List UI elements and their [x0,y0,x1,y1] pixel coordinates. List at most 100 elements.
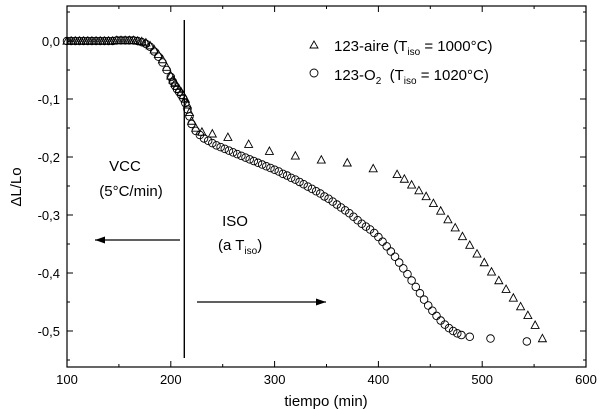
legend-marker-triangle [309,40,319,49]
data-point-aire [537,333,548,343]
data-point-aire [464,240,475,249]
y-tick-label: -0,4 [38,266,60,281]
legend-o2-main: 123-O [334,67,376,84]
data-point-aire [530,320,540,329]
data-point-o2 [100,36,109,46]
data-point-o2 [282,171,292,180]
data-point-aire [316,154,327,164]
data-point-aire [207,128,218,138]
data-point-o2 [203,136,213,146]
data-point-o2 [274,167,284,176]
data-point-o2 [386,247,396,256]
data-point-o2 [390,252,400,262]
data-point-o2 [249,156,259,166]
data-point-o2 [295,177,304,187]
axis-ticks [66,6,587,367]
x-tick-label: 400 [368,372,390,387]
data-point-o2 [104,36,113,46]
data-point-o2 [179,94,188,103]
data-point-o2 [257,160,267,169]
data-point-o2 [137,37,146,47]
series-123-o2 [62,36,532,346]
legend-aire-rest: = 1000°C) [420,38,492,55]
data-point-o2 [220,144,230,154]
data-point-o2 [303,182,313,191]
x-tick-label: 600 [575,372,597,387]
annotation-iso-temp: (a Tiso) [218,237,262,257]
y-tick-labels: 0,0 -0,1 -0,2 -0,3 -0,4 -0,5 [38,34,60,339]
data-point-aire [428,198,439,208]
data-point-o2 [286,173,296,183]
data-point-o2 [108,36,117,46]
data-point-o2 [262,162,271,171]
data-point-aire [414,185,424,195]
data-point-o2 [87,36,97,46]
data-point-aire [406,179,417,189]
annotation-iso-post: ) [257,237,262,254]
annotation-iso: ISO [222,213,248,230]
data-point-o2 [407,276,416,285]
data-point-o2 [166,72,176,82]
data-point-o2 [278,169,288,179]
data-point-o2 [83,36,93,46]
x-axis-title: tiempo (min) [284,393,367,409]
data-point-o2 [307,184,317,194]
legend: 123-aire (Tiso = 1000°C) 123-O2 (Tiso = … [309,38,492,87]
data-point-o2 [432,311,441,321]
data-point-aire [523,310,533,319]
data-point-aire [182,99,193,109]
x-tick-label: 300 [264,372,286,387]
data-point-aire [153,49,164,58]
data-point-o2 [158,58,167,67]
data-point-o2 [125,36,134,45]
y-axis-title: ΔL/Lo [8,167,25,206]
y-tick-label: -0,5 [38,324,60,339]
data-point-o2 [245,155,254,164]
data-point-aire [342,157,353,167]
data-point-o2 [522,337,532,346]
data-point-aire [223,132,233,141]
data-point-o2 [382,242,391,251]
data-point-o2 [185,112,194,121]
data-point-o2 [266,163,275,173]
data-point-aire [457,231,468,241]
data-point-o2 [403,269,412,279]
data-point-aire [290,150,301,160]
data-point-o2 [181,98,190,108]
data-point-o2 [311,186,321,196]
data-point-aire [421,191,431,201]
data-point-aire [443,214,453,224]
vcc-arrow-left [95,236,180,244]
data-point-o2 [399,264,408,273]
data-point-o2 [187,119,196,129]
annotation-iso-sub: iso [244,246,257,257]
data-point-o2 [378,237,387,246]
data-point-o2 [162,65,171,75]
legend-o2-mid: (T [381,67,404,84]
y-tick-label: 0,0 [42,34,60,49]
data-point-o2 [133,36,142,46]
data-point-o2 [457,330,466,340]
data-point-o2 [419,295,429,304]
data-point-o2 [423,301,433,310]
data-point-o2 [237,151,246,161]
legend-label-aire: 123-aire (Tiso = 1000°C) [334,38,492,58]
data-point-o2 [448,326,458,336]
data-point-o2 [154,52,163,61]
data-point-o2 [168,77,178,86]
legend-o2-sub2: 2 [376,76,382,87]
data-point-o2 [212,141,221,150]
data-point-aire [479,257,490,267]
data-point-o2 [216,142,225,152]
data-point-o2 [428,306,437,315]
data-point-o2 [253,158,263,168]
legend-o2-rest: = 1020°C) [417,67,489,84]
data-point-aire [501,284,511,293]
data-point-o2 [91,36,101,46]
data-point-o2 [112,36,122,45]
data-point-o2 [71,36,80,46]
data-point-o2 [270,165,279,175]
data-point-aire [399,173,410,183]
data-point-aire [494,275,504,285]
